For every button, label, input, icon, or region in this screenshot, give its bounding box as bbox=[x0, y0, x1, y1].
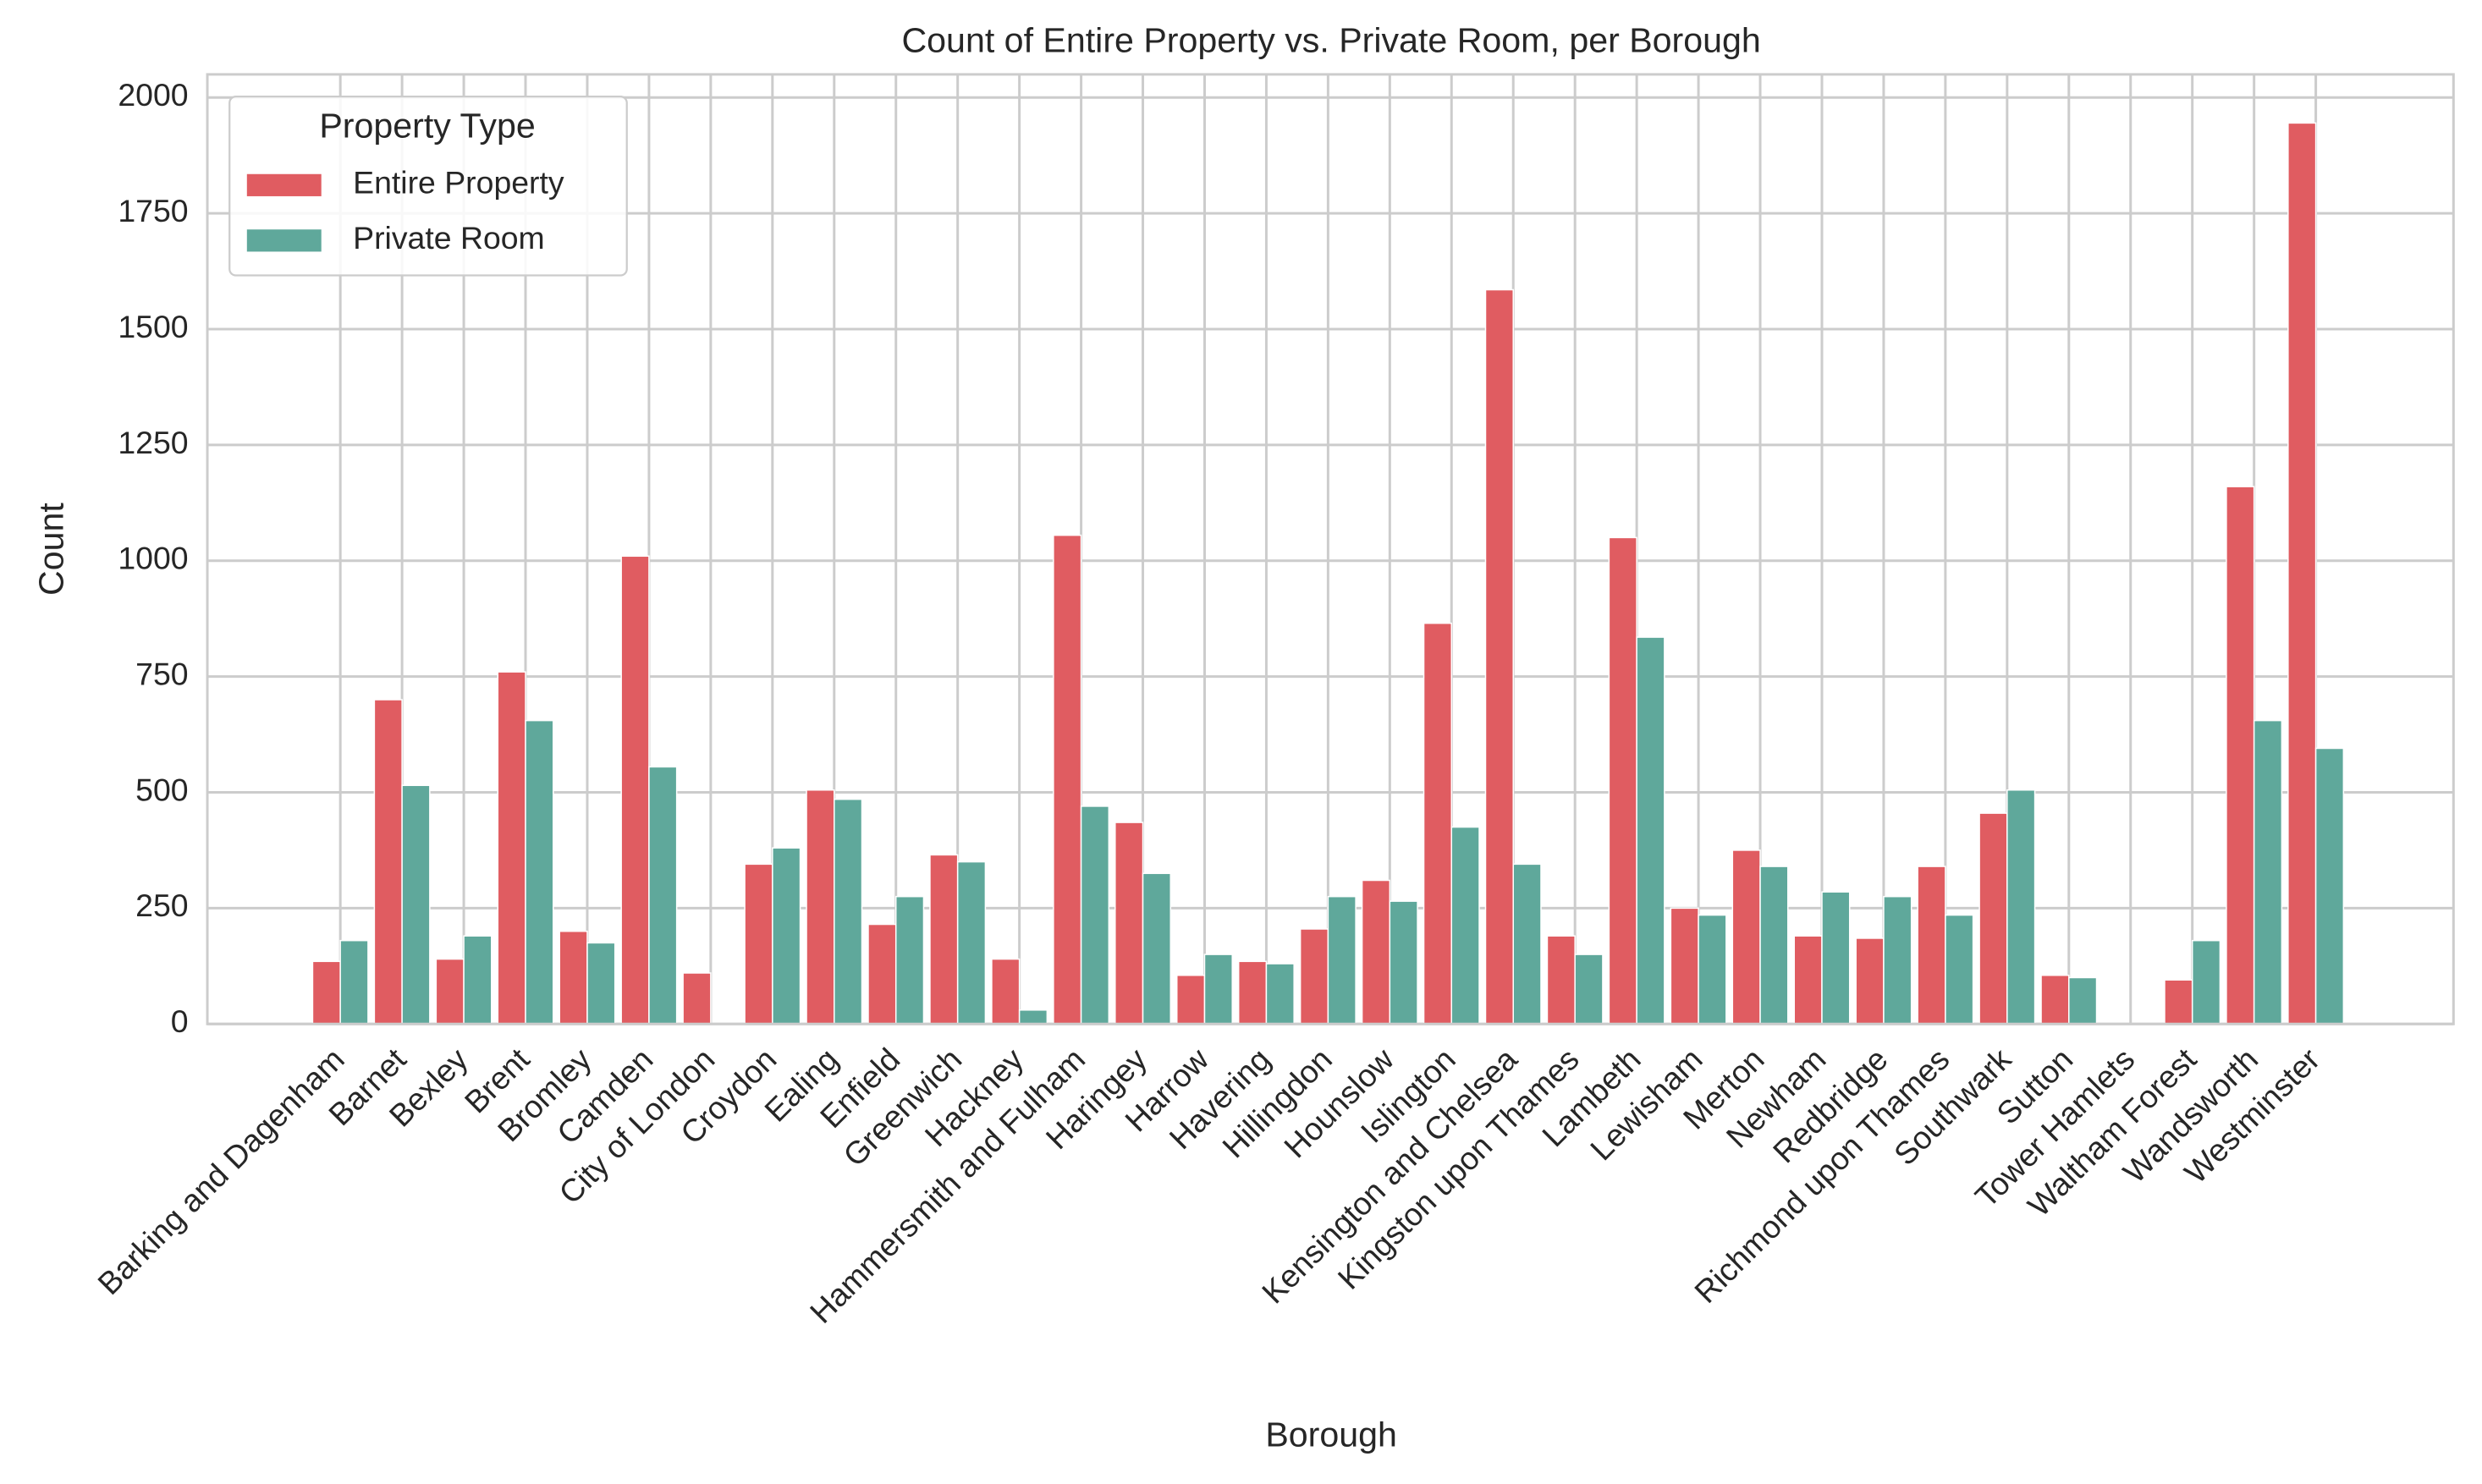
bar bbox=[1018, 1009, 1048, 1025]
bar bbox=[1237, 960, 1268, 1025]
bar bbox=[620, 555, 650, 1025]
bar bbox=[867, 923, 897, 1025]
bar bbox=[744, 863, 773, 1025]
bar bbox=[1945, 914, 1974, 1025]
bar bbox=[1053, 534, 1082, 1025]
bar bbox=[1142, 872, 1172, 1025]
bar bbox=[1636, 636, 1665, 1025]
bar bbox=[1793, 935, 1823, 1025]
legend-swatch bbox=[246, 173, 322, 196]
bar bbox=[1299, 928, 1329, 1025]
bar bbox=[2314, 747, 2345, 1025]
y-tick-label: 1000 bbox=[118, 541, 188, 576]
bar bbox=[2253, 719, 2283, 1025]
bar bbox=[1759, 866, 1789, 1025]
bar bbox=[1114, 822, 1144, 1025]
chart-title: Count of Entire Property vs. Private Roo… bbox=[901, 20, 1760, 59]
legend-swatch bbox=[246, 229, 322, 252]
x-axis-label: Borough bbox=[1265, 1415, 1397, 1454]
legend-label: Entire Property bbox=[353, 165, 564, 201]
bar bbox=[435, 958, 465, 1025]
bar bbox=[463, 935, 493, 1025]
bar bbox=[339, 939, 369, 1025]
bar bbox=[1821, 891, 1851, 1025]
y-tick-label: 1250 bbox=[118, 425, 188, 460]
bar bbox=[525, 719, 554, 1025]
bar bbox=[1175, 975, 1206, 1025]
bar bbox=[894, 895, 925, 1025]
bar bbox=[1574, 954, 1604, 1025]
legend-frame bbox=[228, 95, 628, 277]
bar bbox=[1546, 935, 1576, 1025]
bar bbox=[1512, 863, 1542, 1025]
bar bbox=[772, 847, 801, 1025]
bar bbox=[1327, 895, 1357, 1025]
bar bbox=[648, 766, 678, 1025]
y-tick-label: 1750 bbox=[118, 193, 188, 228]
y-tick-label: 250 bbox=[135, 888, 188, 923]
bar bbox=[373, 699, 403, 1025]
bar bbox=[401, 784, 431, 1025]
bar bbox=[929, 854, 959, 1025]
bar bbox=[956, 860, 987, 1025]
bar bbox=[2040, 975, 2070, 1025]
bar bbox=[1361, 879, 1391, 1025]
legend-label: Private Room bbox=[353, 220, 545, 256]
bar bbox=[586, 942, 616, 1025]
bar bbox=[2191, 939, 2221, 1025]
bar bbox=[1265, 963, 1295, 1025]
bar bbox=[991, 958, 1021, 1025]
bar bbox=[497, 671, 526, 1025]
bar bbox=[1080, 805, 1110, 1025]
bar bbox=[1698, 914, 1727, 1025]
y-tick-label: 1500 bbox=[118, 309, 188, 344]
bar bbox=[2226, 486, 2255, 1025]
bar bbox=[1978, 812, 2008, 1025]
bar bbox=[2068, 976, 2098, 1025]
bar bbox=[1670, 907, 1699, 1025]
bar bbox=[1608, 536, 1637, 1025]
bar bbox=[806, 789, 835, 1025]
x-tick-label: Barking and Dagenham bbox=[91, 1042, 351, 1302]
bar bbox=[1731, 849, 1761, 1025]
bar bbox=[311, 960, 341, 1025]
bar bbox=[1423, 622, 1453, 1025]
bar bbox=[2006, 789, 2036, 1025]
y-tick-label: 0 bbox=[171, 1003, 189, 1039]
bar bbox=[1203, 954, 1233, 1025]
y-tick-label: 2000 bbox=[118, 77, 188, 113]
legend-title: Property Type bbox=[319, 106, 535, 145]
bar bbox=[1450, 826, 1480, 1025]
plot-frame bbox=[206, 73, 2455, 1025]
y-tick-label: 500 bbox=[135, 772, 188, 807]
bar bbox=[1855, 937, 1885, 1025]
bar bbox=[2164, 979, 2193, 1025]
y-tick-label: 750 bbox=[135, 657, 188, 692]
bar bbox=[834, 798, 863, 1025]
bar bbox=[1917, 866, 1946, 1025]
bar bbox=[559, 930, 588, 1025]
legend: Property Type Entire Property Private Room bbox=[228, 95, 628, 277]
bar bbox=[2287, 122, 2317, 1025]
bar bbox=[1883, 895, 1912, 1025]
y-axis-label: Count bbox=[31, 503, 70, 596]
bar bbox=[682, 972, 712, 1025]
bar bbox=[1484, 289, 1514, 1025]
bar bbox=[1389, 900, 1418, 1025]
